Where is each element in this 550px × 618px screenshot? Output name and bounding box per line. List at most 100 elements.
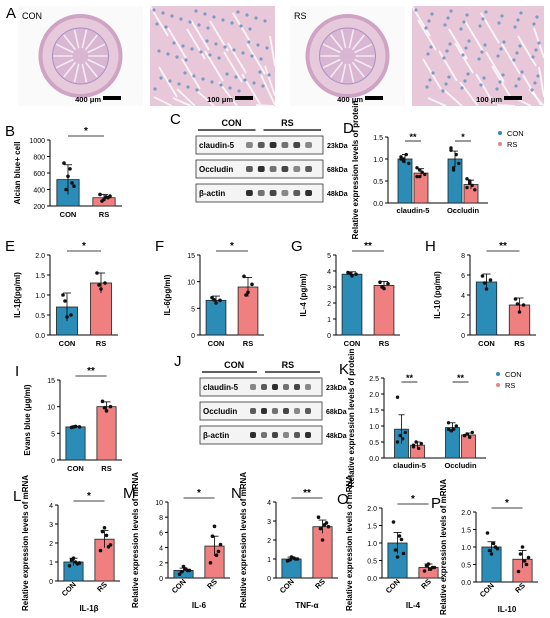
kda-label: 48kDa [326,433,347,440]
blot-band [261,384,267,390]
kda-label: 23kDa [326,385,347,392]
blot-band [305,408,311,414]
y-tick-label: 2.5 [369,376,379,383]
y-tick-label: 0.5 [35,313,45,320]
goblet-cell [194,9,198,13]
goblet-cell [443,23,447,27]
data-point [513,297,518,301]
significance-marker: ** [406,373,414,383]
data-point [61,293,65,297]
data-point [462,433,467,438]
goblet-cell [212,15,216,19]
goblet-cell [498,80,502,84]
blot-band [283,384,289,390]
y-tick-label: 3 [49,522,53,529]
goblet-cell [259,57,263,61]
legend-label: CON [507,129,524,138]
data-point [216,549,221,554]
y-tick-label: 0 [49,579,53,586]
crypt-lumen [260,74,276,106]
data-point [326,524,331,529]
goblet-cell [429,45,433,49]
significance-marker: * [461,132,465,142]
mucosal-fold [348,63,355,83]
goblet-cell [221,18,225,22]
goblet-cell [206,26,210,30]
data-point [66,174,70,179]
goblet-cell [237,89,241,93]
chart-B: 200 400 600 800 1000 Alcian blue+ cell CON RS * [13,126,122,219]
goblet-cell [161,11,165,15]
significance-marker: * [197,488,201,499]
goblet-cell [248,27,252,31]
bar [397,158,413,204]
category-label: RS [99,210,109,219]
goblet-cell [499,47,503,51]
group-label: RS [281,118,294,128]
goblet-cell [496,54,500,58]
blot-band [293,142,301,148]
goblet-cell [442,56,446,60]
y-axis-label: Relative expression levels of mRNA [345,475,354,611]
protein-label: claudin-5 [203,383,239,392]
panel-letter: C [170,111,181,128]
data-point [446,427,451,431]
blot-band [293,190,301,196]
mucosal-fold [351,61,365,78]
data-point [522,559,527,563]
legend-label: CON [505,370,522,379]
panel-letter: M [123,485,136,502]
blot-band [250,408,256,414]
data-point [465,432,469,436]
histology-overview: RS 400 μm [290,6,405,106]
data-point [449,429,453,433]
goblet-cell [245,13,249,17]
mucosal-fold [55,58,74,69]
x-axis-label: IL-4 [406,601,421,610]
data-point [70,181,74,185]
crypt-lumen [232,12,252,44]
blot-band [269,166,277,172]
goblet-cell [497,21,501,25]
y-tick-label: 0 [461,333,465,340]
goblet-cell [197,23,201,27]
bar [96,406,117,461]
significance-marker: ** [457,373,465,383]
mucosal-fold [340,29,347,49]
blot-band [257,190,265,196]
goblet-cell [225,72,229,76]
data-point [104,533,109,538]
mucosal-fold [330,34,344,51]
category-label: claudin-5 [397,206,430,215]
data-point [395,440,400,444]
panel-letter: K [339,361,349,378]
goblet-cell [430,12,434,16]
data-point [64,187,68,192]
crypt-lumen [223,51,243,83]
data-point [451,168,456,172]
crypt-lumen [204,50,224,82]
data-point [108,404,113,409]
goblet-cell [463,79,467,83]
colon-mucosa [319,27,376,85]
crypt-lumen [172,97,192,107]
y-tick-label: 1.5 [373,135,383,142]
goblet-cell [243,78,247,82]
y-tick-label: 8 [159,515,163,522]
data-point [454,152,458,157]
chart-K: 0.0 0.5 1.0 1.5 2.0 2.5 Relative expression le… [347,349,522,488]
goblet-cell [478,24,482,28]
goblet-cell [512,58,516,62]
y-tick-label: 2.0 [461,510,471,517]
goblet-cell [228,86,232,90]
blot-band [269,190,277,196]
data-point [454,424,458,428]
mucosal-fold [340,63,347,83]
data-point [62,161,66,165]
blot-band [257,142,265,148]
data-point [183,567,188,571]
data-point [417,168,422,172]
group-label: CON [224,360,244,370]
data-point [520,545,525,549]
